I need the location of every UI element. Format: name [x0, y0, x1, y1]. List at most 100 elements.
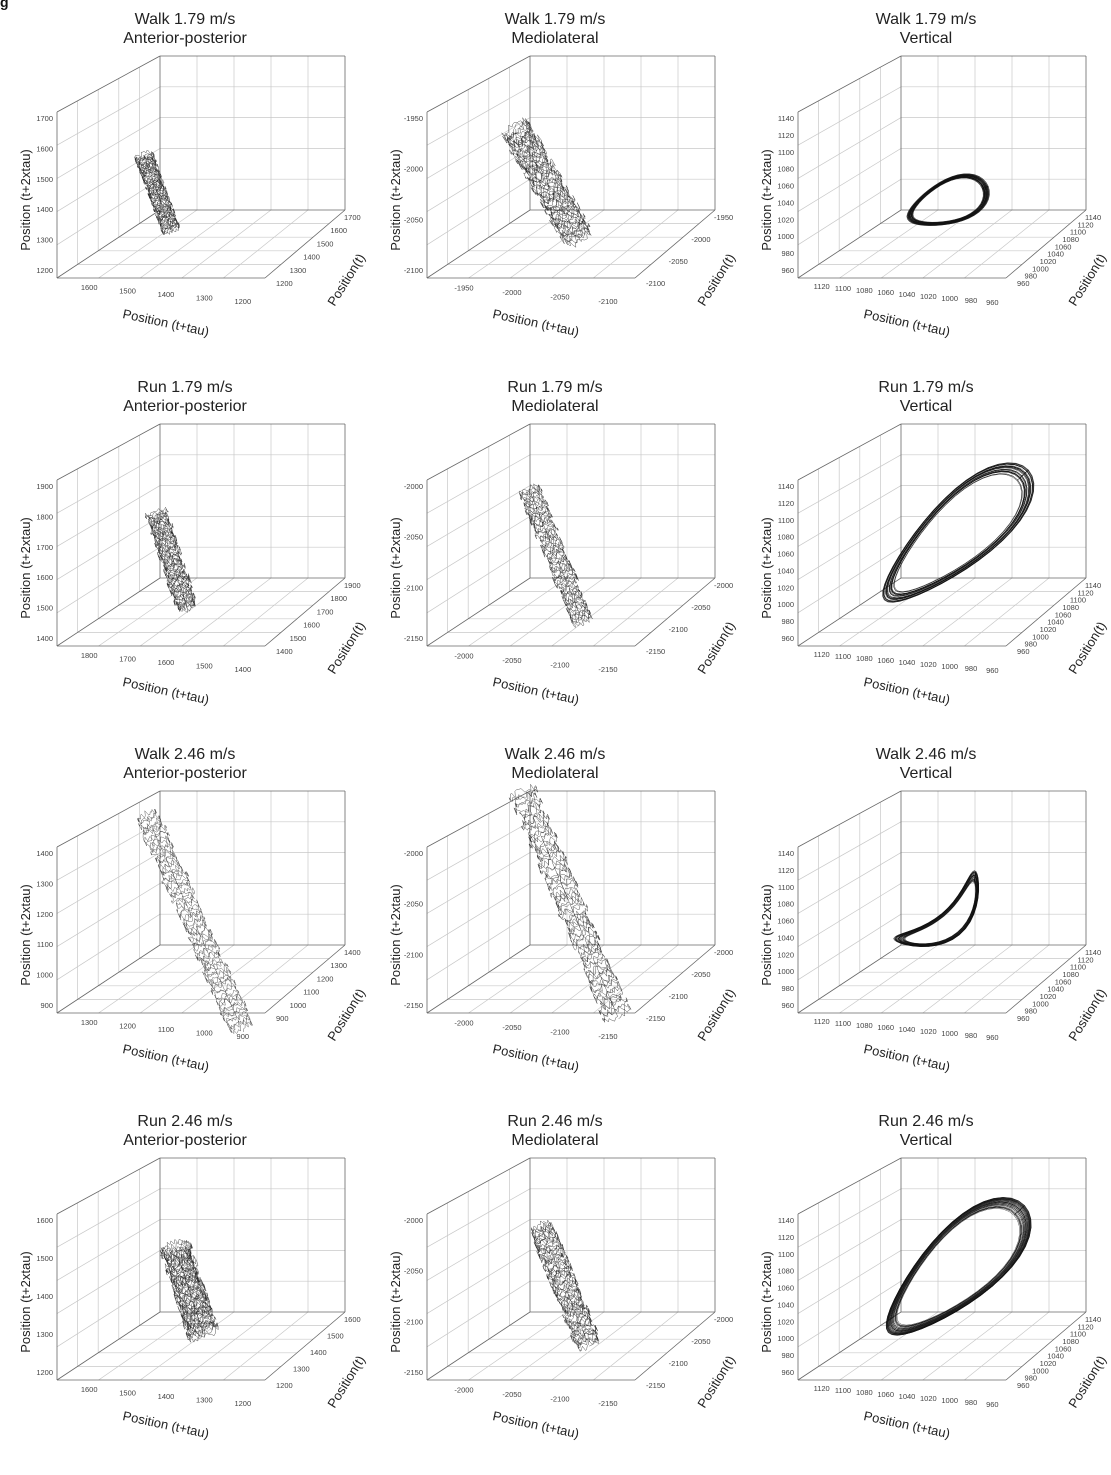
- z-axis-label: Position (t+2xtau): [18, 517, 33, 619]
- y-tick-label: 1000: [1032, 632, 1049, 641]
- attractor-trajectory: [501, 117, 592, 248]
- chart-plot-area: -2150 -2100 -2050 -2000 -2000 -2050 -2100 -2150…: [388, 423, 738, 707]
- z-tick-label: -2150: [404, 1001, 423, 1010]
- chart-panel: Walk 1.79 m/s Anterior-posterior 1200 1300 1…: [0, 0, 370, 368]
- z-tick-label: 1040: [777, 198, 794, 207]
- z-tick-label: 1500: [36, 175, 53, 184]
- x-tick-label: 980: [965, 296, 978, 305]
- z-tick-label: 1140: [778, 1216, 794, 1225]
- z-tick-label: -2000: [404, 165, 423, 174]
- z-tick-label: 960: [781, 634, 794, 643]
- y-tick-label: 980: [1025, 640, 1038, 649]
- y-tick-label: -2100: [669, 1359, 688, 1368]
- y-tick-label: 1200: [317, 974, 334, 983]
- x-tick-label: -2150: [598, 665, 617, 674]
- y-tick-label: -2100: [669, 992, 688, 1001]
- x-tick-label: -2050: [502, 1390, 521, 1399]
- z-tick-label: 1100: [778, 148, 794, 157]
- y-tick-label: 1000: [1032, 264, 1049, 273]
- y-tick-label: -2050: [691, 603, 710, 612]
- chart-plot-area: 9609801000102010401060108011001120114011…: [759, 55, 1109, 339]
- y-tick-label: 1700: [344, 213, 361, 222]
- x-tick-label: 1200: [234, 297, 251, 306]
- z-tick-label: 900: [40, 1001, 53, 1010]
- x-tick-label: 1000: [941, 1396, 958, 1405]
- y-tick-label: 1500: [317, 239, 334, 248]
- z-tick-label: 1500: [36, 604, 53, 613]
- chart-panel: Run 1.79 m/s Vertical 960 980 1000 1020 1040 10…: [741, 368, 1111, 736]
- x-tick-label: 980: [965, 1031, 978, 1040]
- x-tick-label: 1200: [119, 1021, 136, 1030]
- x-tick-label: 1080: [856, 286, 873, 295]
- chart-subtitle: Vertical: [899, 30, 953, 47]
- z-tick-label: 1500: [36, 1254, 53, 1263]
- y-tick-label: -2050: [691, 1337, 710, 1346]
- z-tick-label: 1120: [778, 866, 794, 875]
- z-tick-label: 960: [781, 1001, 794, 1010]
- chart-plot-area: -2150 -2100 -2050 -2000 -2000 -2050 -2100 -2150…: [388, 784, 738, 1074]
- z-tick-label: 1100: [778, 516, 794, 525]
- x-tick-label: 1060: [877, 1023, 894, 1032]
- z-tick-label: 1000: [777, 600, 794, 609]
- gridlines: [797, 55, 1087, 279]
- x-tick-label: 1100: [835, 652, 851, 661]
- z-tick-label: 1400: [36, 1292, 53, 1301]
- y-tick-label: -2000: [714, 1315, 733, 1324]
- x-tick-label: 980: [965, 664, 978, 673]
- x-tick-label: 1080: [856, 1388, 873, 1397]
- z-tick-label: 1020: [777, 215, 794, 224]
- x-tick-label: 1600: [158, 658, 175, 667]
- z-tick-label: 1120: [778, 131, 794, 140]
- z-tick-label: -2050: [404, 900, 423, 909]
- chart-subtitle: Mediolateral: [511, 1132, 599, 1149]
- chart-panel: Run 2.46 m/s Mediolateral -2150 -2100 -2050-…: [370, 1102, 740, 1470]
- z-tick-label: 1300: [36, 1330, 53, 1339]
- z-tick-label: 1000: [777, 967, 794, 976]
- x-tick-label: 1040: [899, 290, 916, 299]
- z-tick-label: 1080: [777, 533, 794, 542]
- y-tick-label: 1200: [276, 1381, 293, 1390]
- x-tick-label: 1700: [119, 654, 136, 663]
- x-axis-label: Position (t+tau): [862, 1041, 951, 1074]
- z-axis-label: Position (t+2xtau): [759, 149, 774, 251]
- y-tick-label: 1040: [1047, 250, 1064, 259]
- x-tick-label: 1500: [119, 1388, 136, 1397]
- z-tick-label: 1600: [36, 1216, 53, 1225]
- y-tick-label: 1100: [1070, 228, 1086, 237]
- x-tick-label: 1400: [158, 1392, 175, 1401]
- chart-panel: Walk 2.46 m/s Vertical 960 980 1000 1020 1040 1…: [741, 735, 1111, 1103]
- y-tick-label: 1060: [1055, 242, 1072, 251]
- x-tick-label: 1120: [814, 650, 830, 659]
- z-tick-label: 1600: [36, 144, 53, 153]
- y-tick-label: 980: [1025, 272, 1038, 281]
- z-tick-label: -2050: [404, 533, 423, 542]
- z-tick-label: 980: [781, 1351, 794, 1360]
- gridlines: [426, 1157, 716, 1381]
- attractor-trajectory: [518, 483, 593, 629]
- y-axis-label: Position(t): [1065, 619, 1109, 677]
- z-tick-label: 980: [781, 984, 794, 993]
- x-tick-label: 1040: [899, 1025, 916, 1034]
- z-tick-label: -2100: [404, 583, 423, 592]
- x-tick-label: 1020: [920, 1394, 937, 1403]
- z-tick-label: -2100: [404, 950, 423, 959]
- gridlines: [56, 55, 346, 279]
- y-tick-label: -2150: [646, 647, 665, 656]
- y-tick-label: 1020: [1040, 1359, 1057, 1368]
- y-tick-label: 1120: [1077, 588, 1093, 597]
- chart-panel: Run 1.79 m/s Anterior-posterior 1400 1500 16…: [0, 368, 370, 736]
- z-tick-label: 1020: [777, 1317, 794, 1326]
- y-tick-label: -2100: [669, 625, 688, 634]
- y-tick-label: -2150: [646, 1014, 665, 1023]
- x-tick-label: 900: [237, 1032, 250, 1041]
- attractor-trajectory: [508, 784, 632, 1023]
- gridlines: [797, 1157, 1087, 1381]
- z-axis-label: Position (t+2xtau): [18, 884, 33, 986]
- z-tick-label: 1100: [778, 883, 794, 892]
- z-tick-label: -2050: [404, 215, 423, 224]
- z-tick-label: -2050: [404, 1267, 423, 1276]
- x-tick-label: 1100: [835, 1386, 851, 1395]
- z-tick-label: 1060: [777, 917, 794, 926]
- x-tick-label: 980: [965, 1398, 978, 1407]
- chart-panel: Walk 2.46 m/s Mediolateral -2150 -2100 -2050…: [370, 735, 740, 1103]
